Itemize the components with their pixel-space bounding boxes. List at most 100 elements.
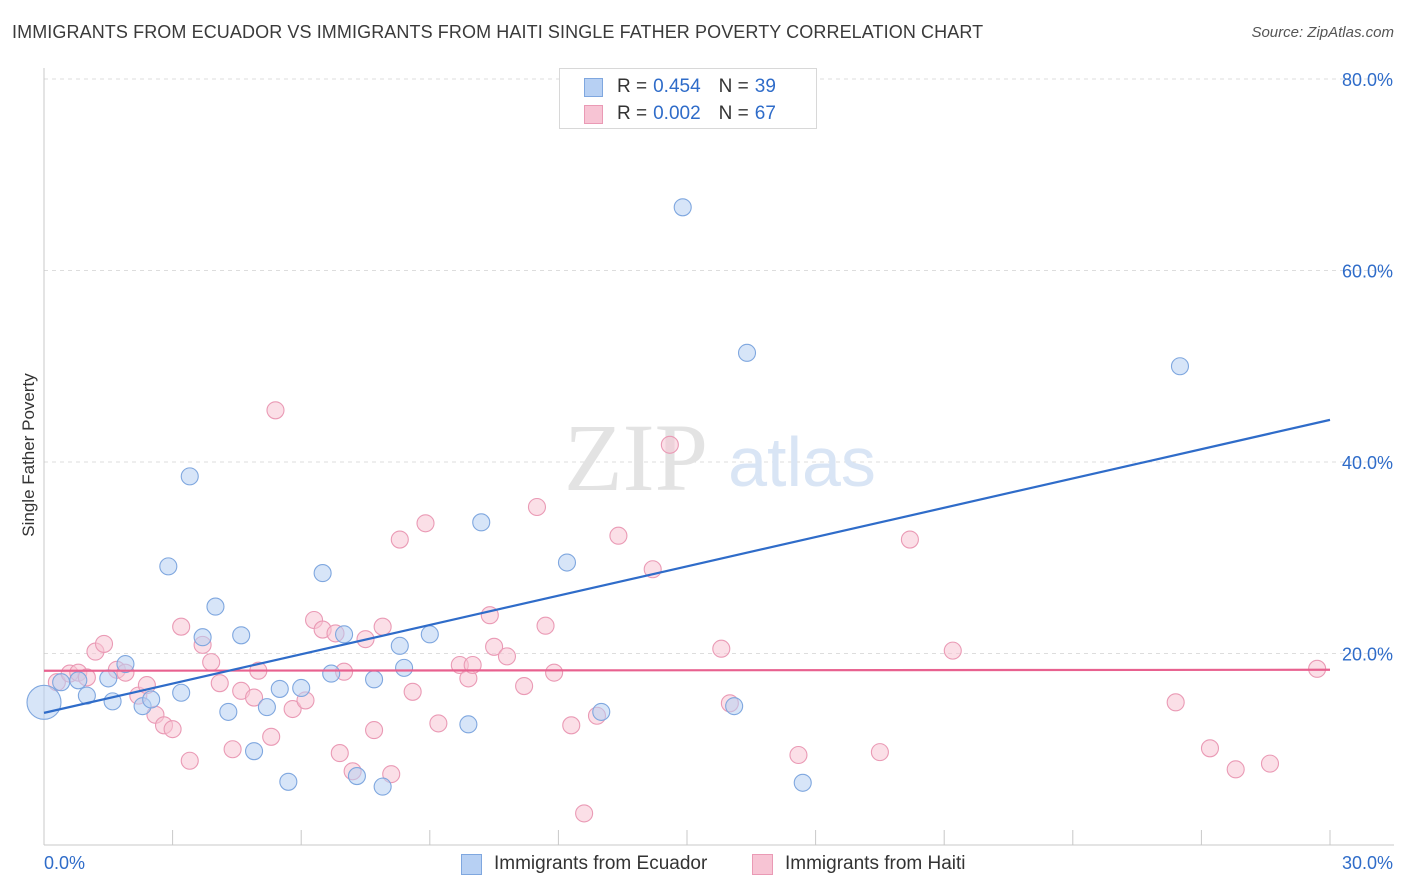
series-legend-haiti[interactable]: Immigrants from Haiti: [752, 852, 966, 876]
x-tick-label: 0.0%: [44, 853, 85, 873]
ecuador-point: [99, 669, 118, 688]
haiti-point: [416, 514, 435, 533]
legend-n-label: N =: [718, 76, 749, 97]
ecuador-point: [390, 636, 409, 655]
haiti-point: [789, 745, 808, 765]
chart-title: IMMIGRANTS FROM ECUADOR VS IMMIGRANTS FR…: [12, 22, 984, 42]
ecuador-points: [26, 198, 1190, 796]
ecuador-point: [116, 654, 135, 674]
haiti-point: [712, 639, 731, 658]
legend-row-ecuador: R = 0.454 N = 39: [584, 75, 776, 99]
legend-r-label: R =: [617, 76, 648, 97]
grid-layer: [44, 78, 1394, 654]
haiti-point: [609, 526, 628, 545]
ecuador-point: [172, 683, 191, 702]
haiti-point: [373, 617, 392, 636]
legend-r-label: R =: [617, 103, 648, 124]
ecuador-point: [395, 658, 414, 677]
haiti-point: [365, 721, 384, 740]
haiti-point: [485, 637, 504, 656]
axes-layer: [43, 68, 1394, 846]
ecuador-point: [1170, 357, 1190, 376]
legend-n-value-ecuador: 39: [754, 76, 776, 97]
haiti-point: [463, 655, 482, 675]
ecuador-point: [279, 772, 298, 791]
ecuador-point: [219, 702, 238, 721]
x-tick-label: 30.0%: [1342, 853, 1393, 873]
haiti-point: [575, 804, 594, 823]
legend-r-value-ecuador: 0.454: [653, 76, 701, 97]
ecuador-point: [420, 625, 439, 644]
correlation-legend: R = 0.454 N = 39 R = 0.002 N = 67: [559, 68, 817, 129]
haiti-point: [94, 634, 114, 653]
legend-row-haiti: R = 0.002 N = 67: [584, 102, 776, 126]
haiti-point: [172, 617, 191, 636]
haiti-point: [943, 641, 962, 660]
ecuador-point: [292, 678, 311, 698]
haiti-point: [283, 699, 302, 719]
legend-n-value-haiti: 67: [754, 103, 776, 124]
ecuador-point: [459, 715, 478, 734]
haiti-point: [562, 716, 581, 735]
ecuador-point: [232, 626, 251, 645]
haiti-point: [202, 653, 221, 672]
haiti-point: [244, 688, 264, 707]
ecuador-point: [373, 777, 392, 796]
legend-swatch-ecuador: [584, 77, 603, 97]
haiti-point: [382, 765, 401, 784]
ecuador-point: [69, 671, 88, 690]
series-swatch-haiti: [752, 853, 773, 875]
haiti-point: [262, 727, 281, 746]
haiti-point: [1260, 754, 1280, 773]
ecuador-point: [180, 467, 199, 486]
legend-n-label: N =: [718, 103, 749, 124]
tick-label-layer: 20.0% 40.0% 60.0% 80.0% 0.0% 30.0%: [44, 70, 1393, 873]
haiti-point: [497, 647, 517, 666]
watermark: ZIP atlas: [564, 404, 876, 511]
watermark-zip: ZIP: [564, 404, 708, 511]
haiti-point: [527, 497, 547, 517]
haiti-point: [1226, 760, 1245, 779]
ecuador-point: [737, 343, 757, 362]
ecuador-point: [257, 698, 276, 717]
ecuador-point: [322, 664, 341, 683]
source-label: Source: ZipAtlas.com: [1251, 24, 1394, 41]
haiti-point: [210, 674, 229, 693]
haiti-point: [390, 530, 409, 549]
ecuador-point: [159, 557, 178, 576]
series-swatch-ecuador: [461, 853, 482, 875]
legend-r-value-haiti: 0.002: [653, 103, 701, 124]
y-tick-label: 40.0%: [1342, 453, 1393, 473]
series-legend-ecuador[interactable]: Immigrants from Ecuador: [461, 852, 707, 876]
haiti-point: [163, 720, 182, 739]
haiti-point: [223, 740, 242, 759]
ecuador-point: [313, 564, 332, 583]
haiti-point: [1200, 739, 1220, 758]
ecuador-point: [244, 742, 264, 761]
haiti-point: [403, 682, 422, 701]
ecuador-point: [142, 690, 161, 709]
ecuador-point: [26, 684, 62, 720]
haiti-point: [429, 714, 448, 733]
series-label-haiti: Immigrants from Haiti: [785, 853, 966, 874]
trend-layer: [43, 418, 1331, 714]
ecuador-trend-line: [43, 418, 1331, 714]
haiti-point: [180, 751, 199, 770]
ecuador-point: [347, 767, 366, 786]
haiti-point: [545, 663, 564, 682]
watermark-atlas: atlas: [728, 423, 876, 501]
legend-swatch-haiti: [584, 104, 603, 124]
ecuador-point: [793, 773, 812, 792]
y-axis-label: Single Father Poverty: [19, 373, 38, 537]
ecuador-point: [365, 670, 384, 689]
haiti-point: [515, 677, 534, 696]
ecuador-point: [557, 553, 577, 572]
ecuador-point: [193, 628, 212, 647]
ecuador-point: [673, 198, 692, 217]
haiti-point: [330, 744, 349, 763]
haiti-point: [266, 401, 285, 420]
ecuador-point: [335, 625, 354, 644]
series-label-ecuador: Immigrants from Ecuador: [494, 853, 708, 874]
ecuador-point: [52, 673, 71, 692]
